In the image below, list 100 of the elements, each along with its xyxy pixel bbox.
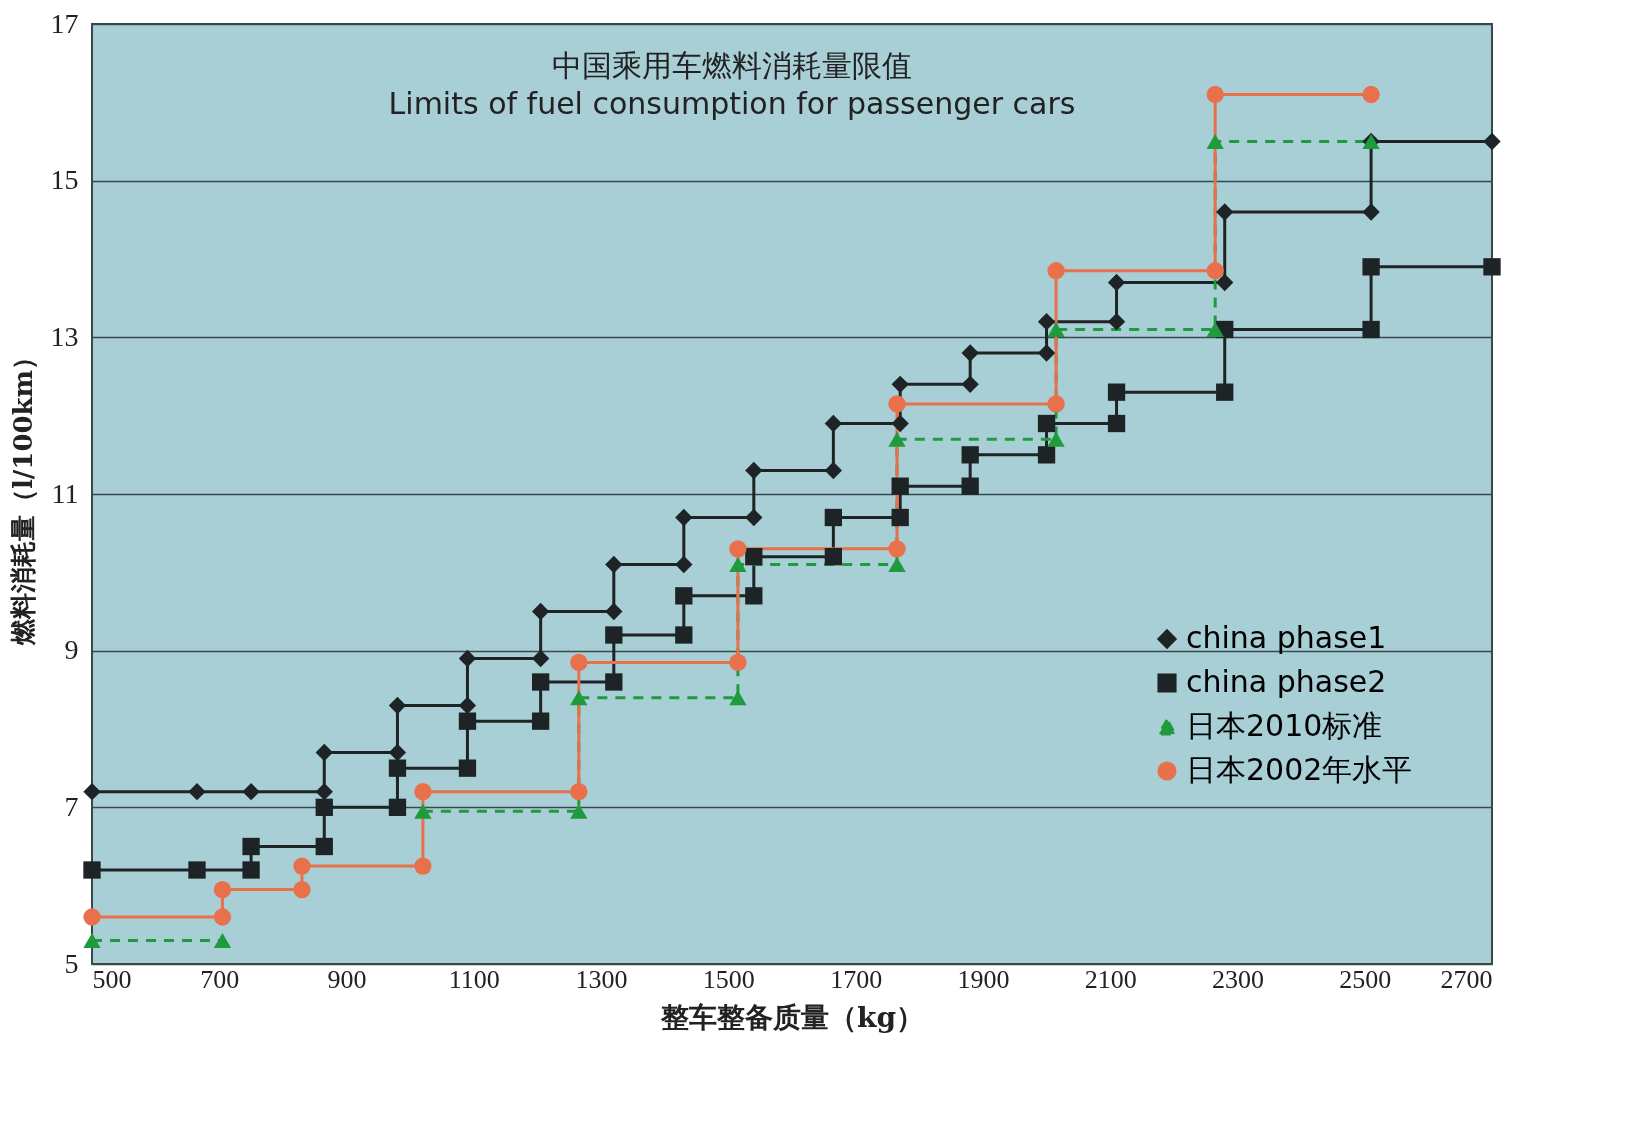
- x-tick-label: 500: [92, 964, 132, 994]
- x-tick-label: 2700: [1440, 964, 1493, 994]
- point: [83, 908, 101, 926]
- point: [388, 696, 407, 715]
- point: [414, 857, 432, 875]
- x-axis-title: 整车整备质量（kg）: [660, 1000, 924, 1034]
- point: [1216, 203, 1234, 221]
- point: [570, 783, 588, 801]
- point: [388, 743, 407, 762]
- y-tick-label: 7: [64, 790, 79, 822]
- point: [83, 783, 101, 801]
- point: [293, 880, 311, 899]
- point: [729, 690, 747, 706]
- legend-label: 日本2010标准: [1186, 708, 1383, 743]
- point: [213, 880, 232, 899]
- point: [1362, 320, 1380, 339]
- point: [531, 649, 550, 668]
- legend-label: china phase2: [1186, 664, 1387, 699]
- point: [824, 414, 843, 433]
- point: [745, 548, 763, 566]
- point: [961, 344, 979, 362]
- y-tick-label: 13: [50, 320, 79, 352]
- point: [1362, 85, 1380, 104]
- point: [729, 557, 747, 572]
- point: [188, 861, 206, 879]
- point: [891, 477, 909, 495]
- point: [1047, 322, 1065, 337]
- point: [1206, 134, 1224, 149]
- point: [745, 587, 763, 605]
- y-tick-label: 5: [64, 947, 79, 979]
- y-tick-label: 11: [51, 477, 79, 509]
- y-axis-title: 燃料消耗量（l/100km）: [7, 343, 38, 647]
- x-tick-label: 700: [200, 964, 240, 994]
- point: [414, 783, 432, 801]
- point: [1037, 344, 1056, 362]
- point: [188, 783, 206, 801]
- point: [888, 557, 906, 572]
- point: [213, 933, 232, 948]
- point: [388, 798, 407, 816]
- point: [1483, 258, 1501, 276]
- y-tick-label: 9: [64, 634, 79, 666]
- x-tick-label: 1700: [830, 964, 883, 994]
- point: [824, 548, 843, 566]
- point: [315, 743, 333, 762]
- x-tick-label: 1500: [702, 964, 755, 994]
- point: [961, 375, 979, 393]
- y-tick-label: 15: [50, 164, 79, 196]
- point: [83, 861, 101, 879]
- point: [458, 759, 477, 777]
- point: [293, 857, 311, 875]
- point: [675, 626, 693, 644]
- point: [888, 431, 906, 447]
- x-tick-label: 1300: [575, 964, 628, 994]
- point: [242, 837, 260, 856]
- legend-label: china phase1: [1186, 620, 1387, 655]
- point: [1037, 313, 1056, 331]
- point: [729, 653, 747, 672]
- point: [1047, 395, 1065, 413]
- point: [83, 933, 101, 948]
- point: [605, 555, 623, 574]
- point: [570, 803, 588, 819]
- text: 中国乘用车燃料消耗量限值: [552, 48, 912, 83]
- point: [458, 712, 477, 730]
- point: [1206, 262, 1224, 280]
- point: [315, 837, 333, 856]
- point: [1107, 313, 1126, 331]
- point: [824, 461, 843, 480]
- point: [1362, 258, 1380, 276]
- point: [961, 446, 979, 464]
- x-tick-label: 1900: [957, 964, 1010, 994]
- point: [745, 461, 763, 480]
- point: [891, 508, 909, 527]
- point: [242, 783, 260, 801]
- x-tick-label: 2500: [1339, 964, 1392, 994]
- point: [605, 602, 623, 621]
- point: [531, 673, 550, 691]
- point: [675, 587, 693, 605]
- point: [242, 861, 260, 879]
- point: [961, 477, 979, 495]
- point: [1483, 132, 1501, 151]
- text: Limits of fuel consumption for passenger cars: [388, 86, 1076, 121]
- point: [745, 508, 763, 527]
- x-tick-label: 2100: [1084, 964, 1137, 994]
- point: [605, 673, 623, 691]
- point: [315, 798, 333, 816]
- point: [531, 712, 550, 730]
- point: [414, 803, 432, 819]
- point: [729, 540, 747, 558]
- point: [1107, 383, 1126, 401]
- point: [888, 395, 906, 413]
- point: [388, 759, 407, 777]
- point: [1107, 414, 1126, 433]
- point: [213, 908, 232, 926]
- point: [824, 508, 843, 527]
- point: [570, 653, 588, 672]
- point: [1216, 273, 1234, 292]
- point: [1206, 85, 1224, 104]
- point: [888, 540, 906, 558]
- point: [531, 602, 550, 621]
- point: [1047, 431, 1065, 447]
